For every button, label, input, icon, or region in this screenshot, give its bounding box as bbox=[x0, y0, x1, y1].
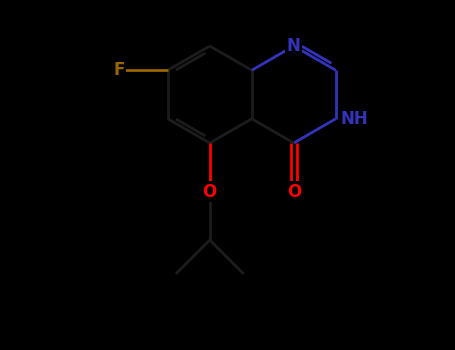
Text: O: O bbox=[202, 183, 217, 201]
Text: O: O bbox=[287, 183, 301, 201]
Text: F: F bbox=[114, 61, 125, 79]
Text: NH: NH bbox=[341, 110, 369, 128]
Text: N: N bbox=[287, 37, 301, 55]
